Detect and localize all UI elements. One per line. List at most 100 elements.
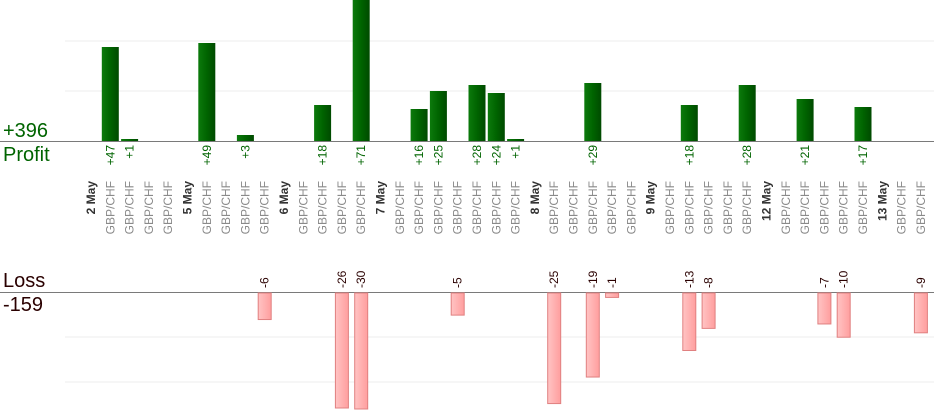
profit-bar — [680, 105, 698, 141]
profit-value-label: +18 — [682, 145, 696, 166]
loss-bars: -6 -26 -30 -5 -25 -19 -1 -13 -8 -7 -10 -9 — [257, 270, 928, 410]
pair-label: GBP/CHF — [161, 181, 175, 234]
pair-label: GBP/CHF — [740, 181, 754, 234]
pair-label: GBP/CHF — [451, 181, 465, 234]
pair-label: GBP/CHF — [586, 181, 600, 234]
profit-bar — [410, 109, 428, 141]
loss-bar — [354, 292, 369, 410]
loss-total: -159 — [3, 294, 44, 316]
profit-value-label: +47 — [103, 145, 117, 166]
loss-value-label: -6 — [258, 277, 272, 288]
loss-bar — [450, 292, 465, 316]
date-label: 6 May — [277, 181, 291, 215]
pair-label: GBP/CHF — [431, 181, 445, 234]
profit-value-label: +24 — [489, 145, 503, 166]
pair-label: GBP/CHF — [219, 181, 233, 234]
pair-label: GBP/CHF — [663, 181, 677, 234]
profit-value-label: +28 — [470, 145, 484, 166]
loss-value-label: -7 — [817, 277, 831, 288]
loss-bar — [547, 292, 562, 405]
pair-label: GBP/CHF — [142, 181, 156, 234]
loss-bar — [836, 292, 851, 338]
loss-value-label: -8 — [702, 277, 716, 288]
date-label: 8 May — [528, 181, 542, 215]
pair-label: GBP/CHF — [798, 181, 812, 234]
pair-label: GBP/CHF — [258, 181, 272, 234]
pair-label: GBP/CHF — [779, 181, 793, 234]
loss-bar — [817, 292, 832, 325]
pair-label: GBP/CHF — [470, 181, 484, 234]
pair-label: GBP/CHF — [296, 181, 310, 234]
pair-label: GBP/CHF — [682, 181, 696, 234]
pair-label: GBP/CHF — [200, 181, 214, 234]
loss-bar — [605, 292, 620, 298]
profit-bar — [236, 135, 254, 141]
loss-value-label: -26 — [335, 270, 349, 288]
pair-label: GBP/CHF — [123, 181, 137, 234]
profit-value-label: +16 — [412, 145, 426, 166]
profit-bar — [314, 105, 332, 141]
pair-label: GBP/CHF — [412, 181, 426, 234]
loss-value-label: -25 — [547, 270, 561, 288]
profit-bar — [198, 43, 216, 141]
loss-value-label: -5 — [451, 277, 465, 288]
profit-value-label: +18 — [316, 145, 330, 166]
pair-label: GBP/CHF — [393, 181, 407, 234]
loss-bar — [682, 292, 697, 351]
profit-bar — [121, 139, 139, 141]
profit-bar — [854, 107, 872, 141]
loss-value-label: -1 — [605, 277, 619, 288]
profit-bar — [352, 0, 370, 141]
pair-label: GBP/CHF — [567, 181, 581, 234]
profit-bars: +47 +1 +49 +3 +18 +71 +16 +25 +28 +24 +1 +29 +18 +28 +… — [101, 0, 872, 166]
loss-bar — [257, 292, 272, 321]
date-label: 7 May — [374, 181, 388, 215]
date-label: 5 May — [181, 181, 195, 215]
profit-value-label: +1 — [509, 145, 523, 159]
profit-bar — [738, 85, 756, 141]
pair-label: GBP/CHF — [624, 181, 638, 234]
pair-label: GBP/CHF — [914, 181, 928, 234]
profit-bar — [584, 83, 602, 141]
loss-value-label: -19 — [586, 270, 600, 288]
profit-value-label: +29 — [586, 145, 600, 166]
date-label: 9 May — [644, 181, 658, 215]
profit-bar — [796, 99, 814, 141]
date-label: 13 May — [875, 181, 889, 221]
loss-bar — [701, 292, 716, 329]
pair-label: GBP/CHF — [354, 181, 368, 234]
profit-value-label: +21 — [798, 145, 812, 166]
profit-bar — [468, 85, 486, 141]
pair-label: GBP/CHF — [489, 181, 503, 234]
loss-bar — [334, 292, 349, 409]
pair-label: GBP/CHF — [702, 181, 716, 234]
pair-label: GBP/CHF — [509, 181, 523, 234]
pair-label: GBP/CHF — [103, 181, 117, 234]
profit-bar — [101, 47, 119, 141]
pair-label: GBP/CHF — [335, 181, 349, 234]
profit-label: Profit — [3, 144, 50, 166]
date-label: 12 May — [760, 181, 774, 221]
profit-value-label: +17 — [856, 145, 870, 166]
pair-label: GBP/CHF — [316, 181, 330, 234]
profit-bar — [507, 139, 525, 141]
pair-label: GBP/CHF — [547, 181, 561, 234]
pair-label: GBP/CHF — [895, 181, 909, 234]
loss-bar — [913, 292, 928, 334]
grid-lines — [0, 40, 934, 383]
pair-label: GBP/CHF — [837, 181, 851, 234]
pair-label: GBP/CHF — [856, 181, 870, 234]
loss-bar — [585, 292, 600, 378]
profit-bar — [487, 93, 505, 141]
pair-label: GBP/CHF — [721, 181, 735, 234]
date-label: 2 May — [84, 181, 98, 215]
profit-value-label: +3 — [238, 145, 252, 159]
profit-value-label: +1 — [123, 145, 137, 159]
pair-label: GBP/CHF — [238, 181, 252, 234]
pair-label: GBP/CHF — [817, 181, 831, 234]
pair-label: GBP/CHF — [605, 181, 619, 234]
loss-value-label: -10 — [837, 270, 851, 288]
profit-value-label: +71 — [354, 145, 368, 166]
loss-value-label: -30 — [354, 270, 368, 288]
